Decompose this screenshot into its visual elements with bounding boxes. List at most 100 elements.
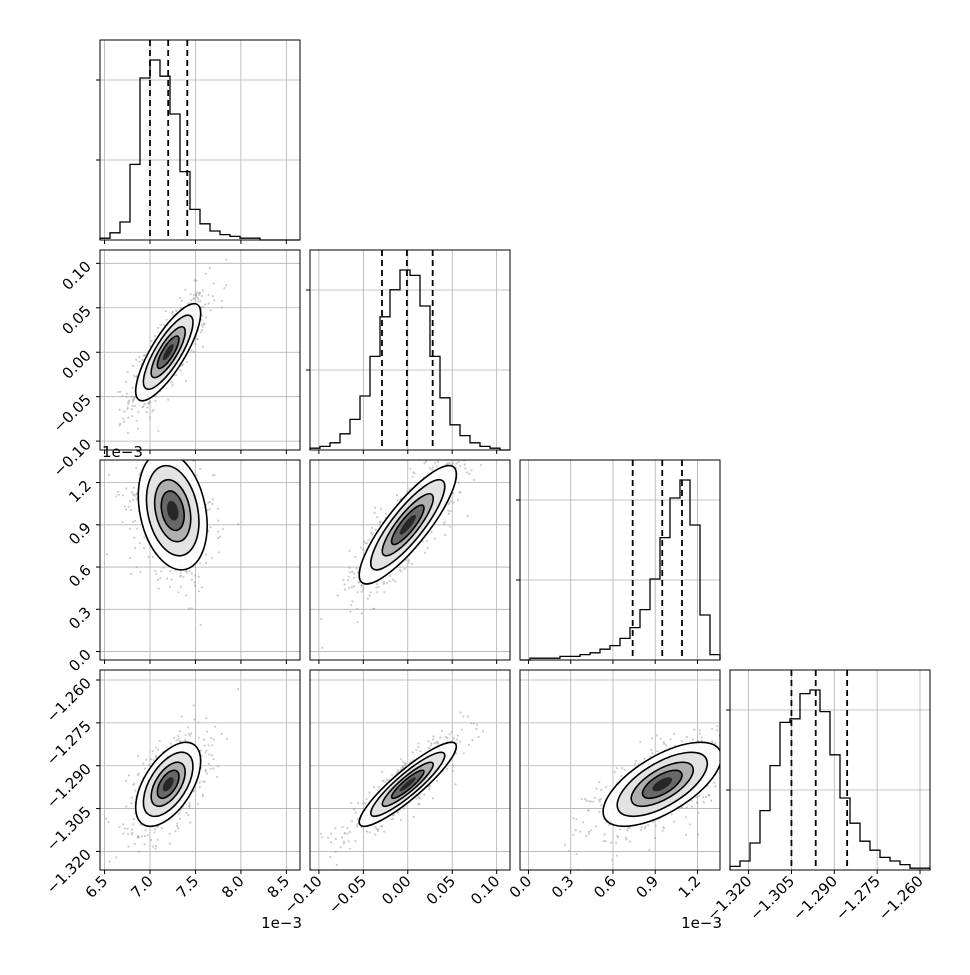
- scatter-point: [135, 419, 138, 422]
- scatter-point: [659, 737, 662, 741]
- scatter-point: [166, 429, 168, 431]
- scatter-point: [353, 576, 356, 579]
- scatter-point: [415, 797, 418, 800]
- pair-inner: [520, 670, 771, 870]
- scatter-point: [190, 578, 193, 582]
- scatter-point: [604, 840, 607, 843]
- scatter-point: [119, 390, 122, 393]
- scatter-point: [176, 824, 179, 828]
- scatter-point: [132, 396, 135, 399]
- scatter-point: [583, 797, 587, 800]
- scatter-point: [769, 727, 771, 729]
- scatter-point: [192, 350, 195, 354]
- scatter-point: [189, 293, 192, 296]
- pair-panel-2-1: [309, 416, 511, 661]
- scatter-point: [198, 781, 201, 784]
- scatter-point: [685, 735, 689, 739]
- pair-frame: [99, 249, 301, 451]
- scatter-point: [725, 727, 727, 729]
- scatter-point: [448, 501, 451, 504]
- scatter-point: [126, 431, 130, 435]
- scatter-point: [117, 390, 120, 394]
- scatter-point: [152, 759, 155, 762]
- scatter-point: [610, 841, 613, 844]
- scatter-point: [403, 762, 406, 765]
- scatter-point: [330, 841, 333, 844]
- scatter-point: [587, 800, 590, 803]
- scatter-point: [700, 736, 704, 739]
- scatter-point: [343, 832, 346, 835]
- scatter-point: [369, 591, 372, 594]
- scatter-point: [143, 353, 147, 357]
- density-level: [167, 500, 179, 521]
- scatter-point: [724, 775, 726, 777]
- scatter-point: [205, 407, 207, 409]
- scatter-point: [126, 406, 129, 409]
- scatter-point: [121, 521, 124, 524]
- scatter-point: [138, 850, 141, 853]
- scatter-point: [128, 557, 132, 560]
- scatter-point: [130, 415, 134, 418]
- scatter-point: [132, 364, 135, 367]
- scatter-point: [490, 416, 492, 418]
- scatter-point: [643, 757, 646, 760]
- scatter-point: [640, 829, 643, 832]
- scatter-point: [462, 715, 465, 718]
- scatter-point: [673, 732, 676, 735]
- ytick-label: −0.05: [50, 391, 95, 436]
- scatter-point: [354, 839, 357, 843]
- scatter-point: [221, 527, 224, 531]
- scatter-point: [595, 787, 598, 790]
- scatter-point: [197, 736, 200, 739]
- scatter-point: [355, 825, 359, 828]
- contour-line: [156, 769, 180, 800]
- scatter-point: [154, 847, 157, 850]
- pair-frame: [309, 669, 511, 871]
- scatter-point: [452, 501, 455, 504]
- scatter-point: [150, 419, 152, 421]
- scatter-point: [458, 456, 460, 458]
- scatter-point: [725, 735, 727, 737]
- scatter-point: [156, 454, 158, 456]
- scatter-point: [426, 547, 429, 550]
- scatter-point: [421, 540, 424, 543]
- scatter-point: [131, 386, 134, 389]
- scatter-point: [431, 468, 434, 471]
- scatter-point: [217, 530, 220, 533]
- scatter-point: [342, 579, 345, 582]
- scatter-point: [727, 762, 729, 764]
- scatter-point: [179, 740, 182, 743]
- contour-line: [142, 751, 194, 818]
- scatter-point: [133, 536, 136, 539]
- scatter-point: [188, 570, 191, 573]
- hist-step-1: [309, 269, 510, 451]
- scatter-point: [175, 739, 178, 742]
- scatter-point: [155, 844, 158, 848]
- y-offset-label: 1e−3: [102, 443, 143, 461]
- scatter-point: [125, 487, 128, 490]
- scatter-point: [155, 456, 157, 458]
- scatter-point: [193, 718, 196, 721]
- scatter-point: [623, 768, 626, 772]
- scatter-point: [130, 408, 133, 411]
- scatter-point: [218, 535, 221, 538]
- scatter-point: [130, 833, 133, 836]
- scatter-point: [132, 498, 135, 501]
- scatter-point: [200, 328, 203, 332]
- scatter-point: [191, 434, 193, 436]
- scatter-point: [371, 533, 374, 536]
- scatter-point: [220, 299, 223, 302]
- scatter-point: [376, 516, 379, 519]
- scatter-point: [374, 833, 377, 836]
- scatter-point: [633, 763, 637, 766]
- scatter-point: [184, 379, 187, 382]
- scatter-point: [147, 429, 149, 431]
- scatter-point: [162, 438, 164, 440]
- scatter-point: [201, 325, 204, 328]
- ytick-label: −1.290: [43, 760, 95, 812]
- xtick-label: −1.275: [832, 872, 884, 924]
- pair-inner: [100, 670, 300, 870]
- scatter-point: [185, 594, 188, 597]
- contour-line: [390, 504, 425, 546]
- contour-line: [390, 769, 425, 800]
